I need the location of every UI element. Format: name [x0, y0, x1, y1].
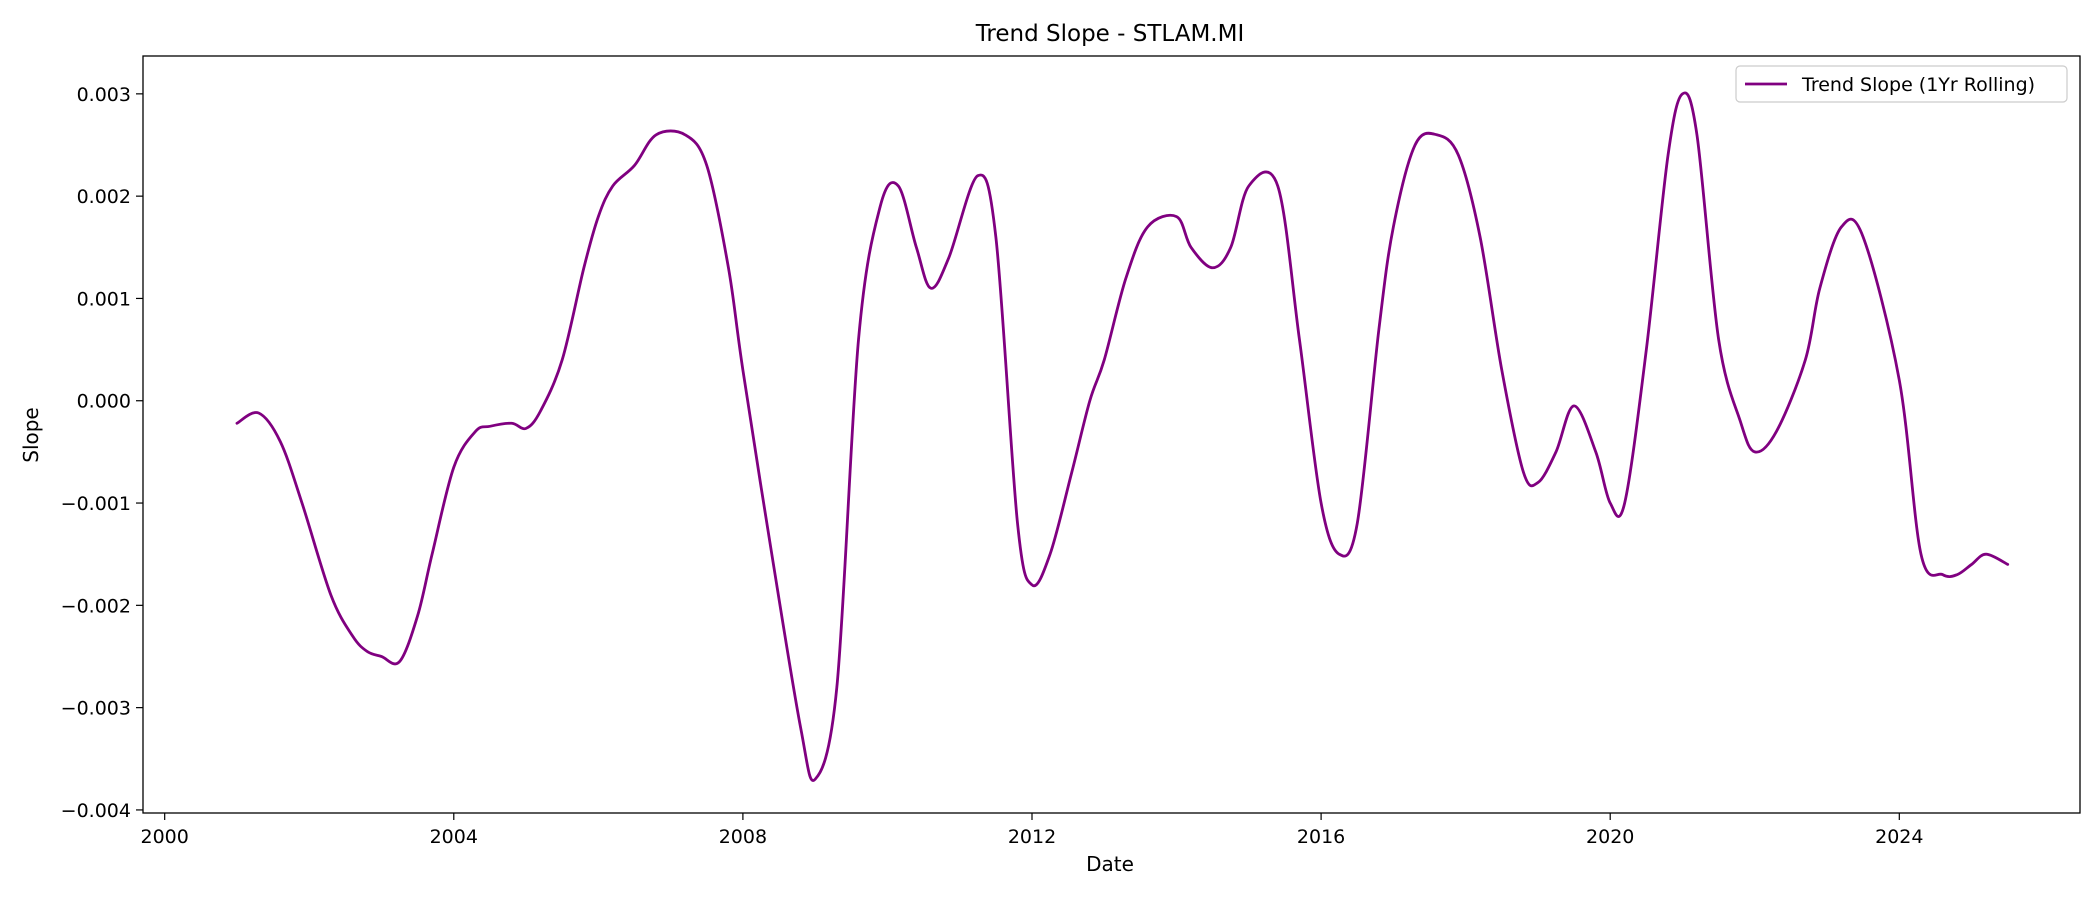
y-axis-ticks: −0.004 −0.003 −0.002 −0.001 0.000 0.001 0.002 0… — [61, 84, 143, 822]
x-tick-label: 2008 — [719, 826, 767, 848]
y-tick-label: 0.002 — [77, 186, 131, 208]
y-tick-label: 0.001 — [77, 288, 131, 310]
x-tick-label: 2012 — [1008, 826, 1056, 848]
legend: Trend Slope (1Yr Rolling) — [1735, 65, 2068, 103]
x-tick-label: 2020 — [1586, 826, 1634, 848]
y-tick-label: −0.004 — [61, 800, 131, 822]
series-layer — [235, 91, 2010, 782]
series-line-trend-slope — [235, 91, 2010, 782]
x-axis-label: Date — [1086, 852, 1134, 876]
legend-label: Trend Slope (1Yr Rolling) — [1801, 74, 2035, 96]
y-tick-label: 0.003 — [77, 84, 131, 106]
x-tick-label: 2000 — [141, 826, 189, 848]
y-tick-label: −0.003 — [61, 698, 131, 720]
y-axis-label: Slope — [19, 407, 43, 463]
x-tick-label: 2016 — [1297, 826, 1345, 848]
chart-title: Trend Slope - STLAM.MI — [975, 21, 1245, 47]
y-tick-label: −0.002 — [61, 595, 131, 617]
plot-area-frame — [142, 55, 2081, 814]
x-tick-label: 2024 — [1875, 826, 1923, 848]
y-tick-label: 0.000 — [77, 391, 131, 413]
legend-box — [1735, 65, 2068, 103]
x-tick-label: 2004 — [430, 826, 478, 848]
x-axis-ticks: 2000 2004 2008 2012 2016 2020 2024 — [141, 813, 1923, 848]
y-tick-label: −0.001 — [61, 493, 131, 515]
